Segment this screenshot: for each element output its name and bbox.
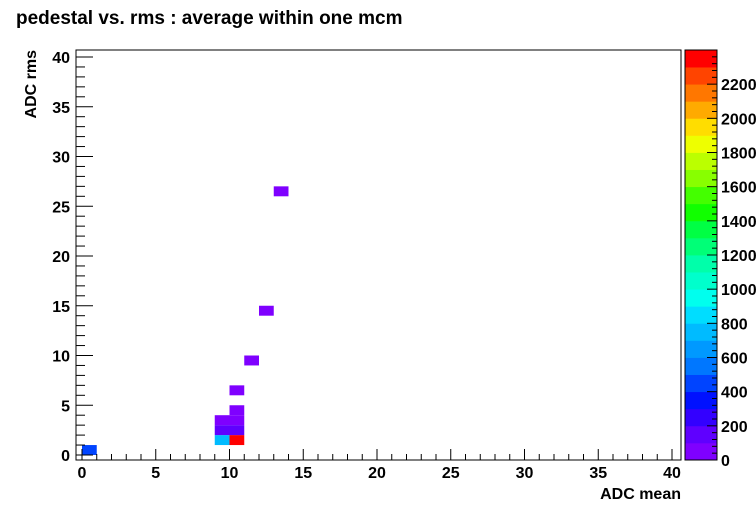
color-scale-segment <box>685 442 717 461</box>
y-tick-label: 5 <box>61 398 70 415</box>
color-scale-segment <box>685 67 717 85</box>
x-tick-label: 25 <box>442 465 460 482</box>
x-tick-label: 10 <box>221 465 239 482</box>
color-scale-tick-label: 2200 <box>721 77 756 94</box>
color-scale-axis: 0 200 400 600 800 1000 1200 1400 1600 1800 2000 220… <box>707 49 756 470</box>
heatmap-cell-8 <box>229 385 245 396</box>
y-tick-label: 35 <box>52 100 70 117</box>
heatmap-cell-1 <box>214 435 230 446</box>
color-scale-segment <box>685 135 717 153</box>
color-scale-tick-label: 400 <box>721 385 748 402</box>
color-scale-segment <box>685 357 717 375</box>
heatmap-cell-0 <box>82 445 97 455</box>
color-scale-tick-label: 200 <box>721 419 748 436</box>
color-scale-segment <box>685 306 717 324</box>
x-tick-label: 5 <box>151 465 160 482</box>
color-scale-tick-label: 1000 <box>721 282 756 299</box>
color-scale-segment <box>685 340 717 358</box>
color-scale-segment <box>685 169 717 188</box>
color-scale-tick-label: 2000 <box>721 111 756 128</box>
color-scale-segment <box>685 237 717 256</box>
x-tick-label: 0 <box>78 465 87 482</box>
y-tick-label: 0 <box>61 448 70 465</box>
color-scale-bar <box>684 49 718 461</box>
y-axis-label: ADC rms <box>23 50 40 119</box>
plot-frame <box>75 49 682 461</box>
y-tick-label: 40 <box>52 50 70 67</box>
color-scale-segment <box>685 152 717 170</box>
color-scale-segment <box>685 289 717 307</box>
color-scale-segment <box>685 391 717 410</box>
color-scale-tick-label: 1800 <box>721 146 756 163</box>
x-tick-label: 20 <box>368 465 386 482</box>
chart-title: pedestal vs. rms : average within one mc… <box>16 8 402 29</box>
color-scale-segment <box>685 408 717 427</box>
color-scale-tick-label: 600 <box>721 351 748 368</box>
y-tick-label: 20 <box>52 249 70 266</box>
color-scale-tick-label: 1200 <box>721 248 756 265</box>
color-scale-segment <box>685 84 717 102</box>
heatmap-cells <box>82 186 289 455</box>
color-scale-segment <box>685 50 717 68</box>
heatmap-cell-2 <box>229 435 245 446</box>
x-tick-label: 30 <box>516 465 534 482</box>
heatmap-cell-5 <box>214 415 230 426</box>
x-axis: 0 5 10 15 20 25 30 35 40 <box>78 449 681 482</box>
color-scale-tick-label: 1600 <box>721 180 756 197</box>
y-tick-label: 25 <box>52 199 70 216</box>
color-scale-tick-label: 800 <box>721 316 748 333</box>
color-scale-segment <box>685 203 717 222</box>
y-tick-label: 10 <box>52 349 70 366</box>
color-scale-segment <box>685 186 717 205</box>
color-scale-segment <box>685 220 717 239</box>
y-tick-label: 15 <box>52 299 70 316</box>
heatmap-cell-10 <box>259 305 274 316</box>
color-scale-segment <box>685 272 717 290</box>
x-tick-label: 35 <box>589 465 607 482</box>
heatmap-cell-3 <box>214 425 230 436</box>
y-axis: 0 5 10 15 20 25 30 35 40 <box>52 50 93 465</box>
color-scale-segment <box>685 118 717 136</box>
x-tick-label: 15 <box>294 465 312 482</box>
heatmap-cell-4 <box>229 425 245 436</box>
color-scale-segment <box>685 323 717 341</box>
y-tick-label: 30 <box>52 150 70 167</box>
color-scale-segment <box>685 374 717 393</box>
x-axis-label: ADC mean <box>600 486 681 503</box>
color-scale-segment <box>685 255 717 273</box>
color-scale-tick-label: 1400 <box>721 214 756 231</box>
color-scale-segment <box>685 425 717 444</box>
color-scale-segment <box>685 101 717 119</box>
x-tick-label: 40 <box>663 465 681 482</box>
color-scale-tick-label: 0 <box>721 453 730 470</box>
heatmap-cell-9 <box>244 355 259 366</box>
heatmap-cell-6 <box>229 415 245 426</box>
heatmap-cell-7 <box>229 405 245 416</box>
heatmap-cell-11 <box>273 186 289 197</box>
